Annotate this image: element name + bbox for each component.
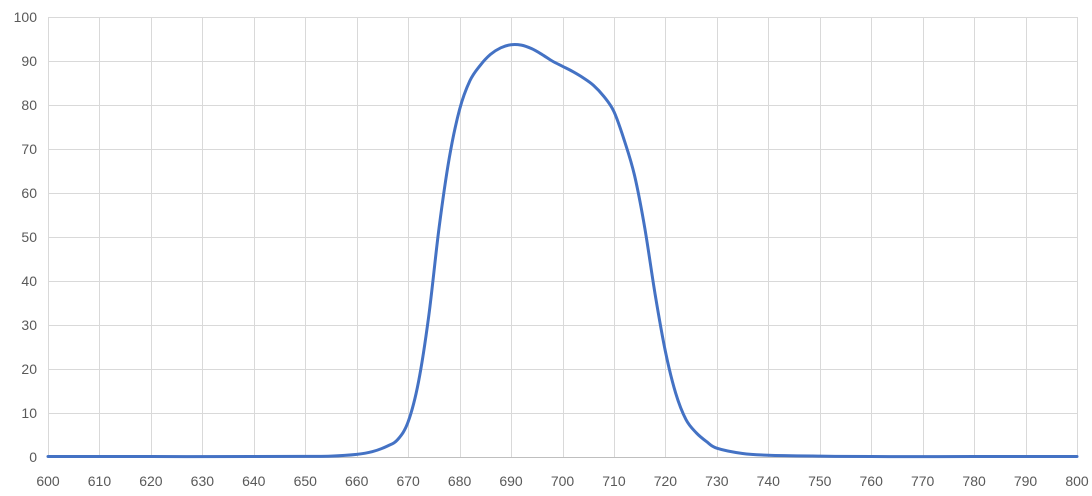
y-tick-label: 10 bbox=[21, 405, 37, 421]
y-tick-label: 90 bbox=[21, 53, 37, 69]
x-tick-label: 600 bbox=[36, 473, 60, 489]
y-tick-label: 0 bbox=[29, 449, 37, 465]
y-axis-tick-labels: 0 10 20 30 40 50 60 70 80 90 100 bbox=[14, 9, 38, 465]
x-tick-label: 770 bbox=[911, 473, 935, 489]
series-line-0 bbox=[46, 42, 1079, 459]
x-tick-label: 650 bbox=[294, 473, 318, 489]
x-tick-label: 790 bbox=[1014, 473, 1038, 489]
x-tick-label: 680 bbox=[448, 473, 472, 489]
x-tick-label: 700 bbox=[551, 473, 575, 489]
x-tick-label: 710 bbox=[602, 473, 626, 489]
y-tick-label: 100 bbox=[14, 9, 38, 25]
x-tick-label: 760 bbox=[860, 473, 884, 489]
x-tick-label: 720 bbox=[654, 473, 678, 489]
series-layer bbox=[46, 42, 1079, 459]
x-tick-label: 660 bbox=[345, 473, 369, 489]
x-tick-label: 750 bbox=[808, 473, 832, 489]
y-tick-label: 80 bbox=[21, 97, 37, 113]
x-tick-label: 740 bbox=[757, 473, 781, 489]
y-tick-label: 30 bbox=[21, 317, 37, 333]
x-axis-tick-labels: 600 610 620 630 640 650 660 670 680 690 700 710 720 7… bbox=[36, 473, 1089, 489]
x-tick-label: 730 bbox=[705, 473, 729, 489]
x-tick-label: 630 bbox=[191, 473, 215, 489]
x-tick-label: 670 bbox=[396, 473, 420, 489]
x-tick-label: 610 bbox=[88, 473, 112, 489]
x-tick-label: 620 bbox=[139, 473, 163, 489]
x-tick-label: 780 bbox=[962, 473, 986, 489]
y-tick-label: 50 bbox=[21, 229, 37, 245]
y-tick-label: 20 bbox=[21, 361, 37, 377]
y-tick-label: 40 bbox=[21, 273, 37, 289]
x-tick-label: 800 bbox=[1065, 473, 1089, 489]
x-tick-label: 690 bbox=[499, 473, 523, 489]
y-tick-label: 70 bbox=[21, 141, 37, 157]
x-tick-label: 640 bbox=[242, 473, 266, 489]
y-tick-label: 60 bbox=[21, 185, 37, 201]
